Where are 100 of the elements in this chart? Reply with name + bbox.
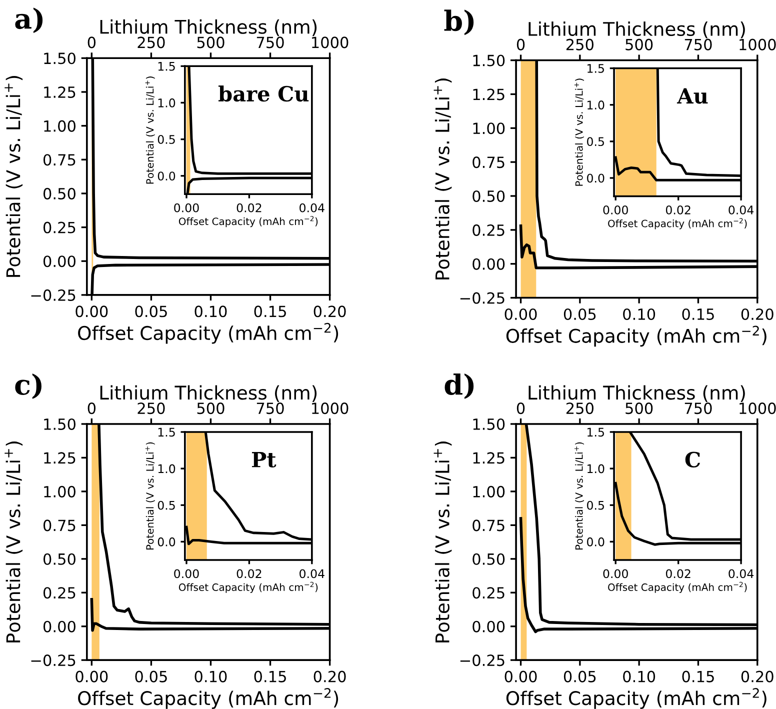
x-axis-title: Offset Capacity (mAh cm$^{−2}$) [506, 326, 766, 347]
y-tick-label: 1.5 [158, 428, 175, 437]
y-tick-label: 0.00 [43, 256, 76, 268]
x-tick-label: 0.02 [236, 203, 262, 212]
x-tick-label: 0.00 [603, 206, 628, 214]
y-tick-label: 1.00 [44, 120, 76, 132]
x2-tick-label: 750 [256, 402, 284, 414]
y-axis-title: Potential (V vs. Li/Li$^{+}$) [574, 78, 584, 186]
x2-tick-label: 1000 [740, 402, 776, 414]
x-tick-label: 0.15 [682, 670, 714, 682]
x-tick-label: 0.00 [76, 306, 108, 318]
y-tick-label: −0.25 [460, 292, 504, 304]
x-tick-label: 0.00 [174, 203, 199, 212]
x2-axis-title: Lithium Thickness (nm) [100, 385, 317, 402]
y-tick-label: 1.50 [473, 54, 505, 66]
y-tick-label: 1.00 [44, 486, 76, 498]
y-tick-label: 0.25 [43, 587, 76, 599]
y-tick-label: 0.00 [472, 258, 505, 270]
x2-tick-label: 1000 [312, 402, 348, 414]
x2-tick-label: 1000 [312, 36, 348, 48]
x-tick-label: 0.10 [623, 308, 656, 320]
y-tick-label: 0.50 [472, 553, 505, 565]
y-axis-title: Potential (V vs. Li/Li$^{+}$) [574, 442, 584, 550]
y-tick-label: 0.5 [587, 137, 604, 146]
x-tick-label: 0.10 [623, 670, 656, 682]
x2-axis-title: Lithium Thickness (nm) [100, 19, 317, 36]
y-tick-label: −0.25 [31, 289, 76, 301]
x-tick-label: 0.00 [76, 670, 108, 682]
x2-tick-label: 250 [566, 402, 594, 414]
y-axis-title: Potential (V vs. Li/Li$^{+}$) [145, 442, 155, 550]
x-tick-label: 0.04 [300, 569, 324, 578]
y-tick-label: 0.0 [587, 537, 604, 546]
y-tick-label: 0.5 [587, 500, 604, 510]
y-tick-label: 1.0 [588, 464, 604, 474]
y-tick-label: 0.25 [472, 224, 504, 236]
x2-tick-label: 0 [516, 402, 525, 414]
x-axis-title: Offset Capacity (mAh cm$^{−2}$) [178, 582, 318, 593]
y-tick-label: 1.25 [473, 88, 504, 100]
y-tick-label: 0.75 [43, 520, 76, 532]
x-axis-title: Offset Capacity (mAh cm$^{−2}$) [506, 688, 766, 709]
x2-tick-label: 0 [516, 38, 525, 50]
y-tick-label: 1.50 [44, 418, 76, 430]
y-tick-label: 1.5 [588, 428, 604, 437]
x-tick-label: 0.04 [728, 206, 754, 214]
x-tick-label: 0.05 [564, 670, 596, 682]
y-tick-label: 0.25 [43, 222, 76, 234]
y-tick-label: 0.50 [472, 190, 505, 202]
x2-tick-label: 250 [566, 38, 594, 50]
x-tick-label: 0.15 [254, 306, 286, 318]
text: d) [444, 373, 474, 399]
y-tick-label: 1.25 [473, 452, 504, 464]
y-tick-label: −0.25 [31, 654, 76, 666]
x2-tick-label: 250 [138, 402, 165, 414]
y-tick-label: 1.0 [158, 98, 176, 108]
y-axis-title: Potential (V vs. Li/Li$^{+}$) [4, 442, 23, 642]
annotation: bare Cu [218, 85, 309, 102]
y-tick-label: 0.00 [43, 620, 76, 632]
y-axis-title: Potential (V vs. Li/Li$^{+}$) [4, 76, 23, 277]
x-tick-label: 0.10 [194, 670, 227, 682]
y-tick-label: 0.0 [587, 174, 604, 183]
x2-tick-label: 750 [684, 402, 712, 414]
y-tick-label: 1.25 [44, 86, 76, 98]
x-tick-label: 0.00 [504, 670, 537, 682]
x-tick-label: 0.10 [194, 306, 227, 318]
x2-tick-label: 0 [88, 36, 96, 48]
x-tick-label: 0.02 [236, 569, 262, 578]
x-tick-label: 0.04 [300, 203, 324, 212]
x-tick-label: 0.02 [666, 569, 690, 578]
text: b) [444, 10, 474, 36]
x-tick-label: 0.20 [741, 670, 774, 682]
y-tick-label: 0.25 [472, 587, 504, 599]
y-tick-label: 1.50 [473, 418, 505, 430]
y-tick-label: 1.5 [588, 64, 604, 73]
x2-tick-label: 500 [626, 402, 653, 414]
x2-axis-title: Lithium Thickness (nm) [528, 385, 745, 402]
x-tick-label: 0.15 [254, 670, 286, 682]
y-tick-label: 0.75 [472, 520, 504, 532]
x-tick-label: 0.20 [741, 308, 774, 320]
x-axis-title: Offset Capacity (mAh cm$^{−2}$) [78, 688, 338, 709]
y-tick-label: 1.0 [588, 100, 604, 110]
x-axis-title: Offset Capacity (mAh cm$^{−2}$) [608, 218, 747, 230]
x2-tick-label: 750 [684, 38, 712, 50]
y-tick-label: 1.00 [473, 122, 505, 134]
x2-tick-label: 0 [88, 402, 96, 414]
y-tick-label: 1.00 [473, 486, 505, 498]
x-tick-label: 0.02 [666, 206, 690, 214]
annotation: Pt [252, 452, 276, 468]
x-axis-title: Offset Capacity (mAh cm$^{−2}$) [608, 582, 747, 593]
x2-tick-label: 500 [626, 38, 653, 50]
x2-axis-title: Lithium Thickness (nm) [528, 22, 745, 38]
y-tick-label: 0.75 [43, 154, 76, 166]
y-tick-label: 0.5 [158, 135, 175, 144]
y-tick-label: 1.25 [44, 452, 76, 464]
x2-tick-label: 750 [256, 36, 284, 48]
y-tick-label: 0.5 [158, 500, 175, 510]
y-tick-label: 0.0 [158, 172, 176, 181]
x2-tick-label: 1000 [740, 38, 776, 50]
x-tick-label: 0.05 [135, 670, 167, 682]
y-tick-label: 0.0 [158, 537, 176, 546]
x-tick-label: 0.05 [135, 306, 167, 318]
